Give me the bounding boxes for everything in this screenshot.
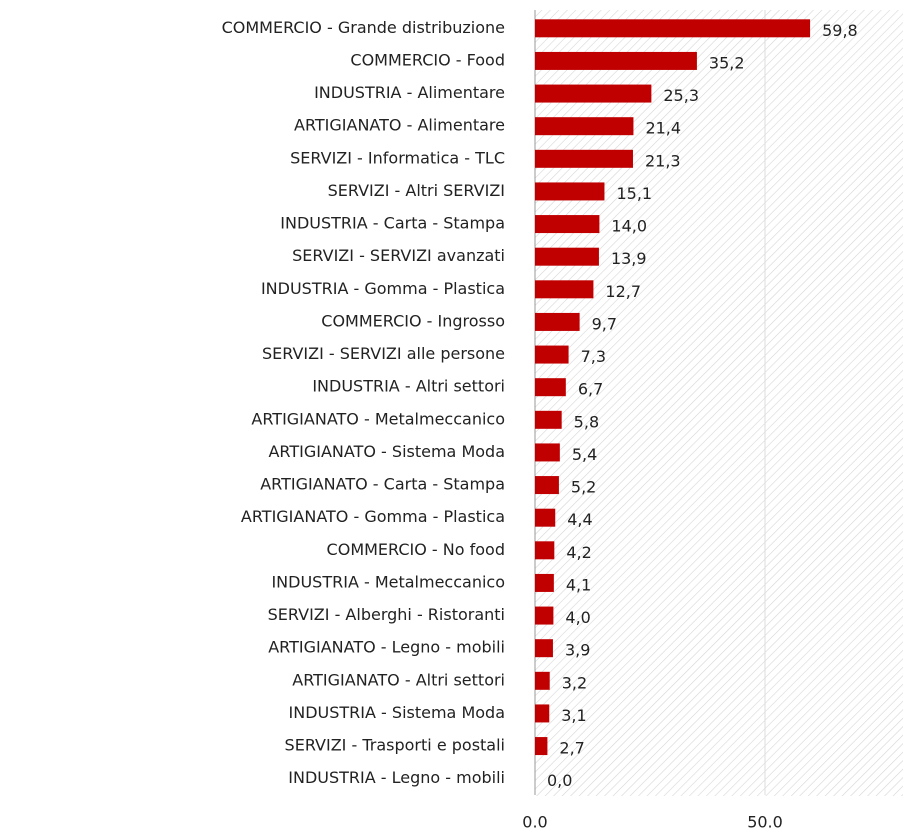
data-label: 5,2 — [571, 478, 596, 497]
y-tick-label: ARTIGIANATO - Gomma - Plastica — [241, 507, 505, 526]
y-tick-label: ARTIGIANATO - Legno - mobili — [268, 638, 505, 657]
y-tick-label: COMMERCIO - Food — [350, 50, 505, 69]
bar — [535, 19, 811, 38]
y-tick-label: INDUSTRIA - Legno - mobili — [288, 768, 505, 787]
bar — [535, 84, 652, 103]
y-tick-label: SERVIZI - Trasporti e postali — [285, 736, 505, 755]
y-tick-label: SERVIZI - SERVIZI alle persone — [262, 344, 505, 363]
data-label: 4,4 — [567, 510, 592, 529]
data-label: 21,4 — [645, 119, 681, 138]
bar — [535, 247, 599, 266]
y-tick-label: ARTIGIANATO - Altri settori — [292, 670, 505, 689]
bar — [535, 280, 594, 299]
y-tick-label: COMMERCIO - No food — [327, 540, 505, 559]
bar — [535, 508, 556, 527]
y-tick-label: COMMERCIO - Grande distribuzione — [222, 18, 505, 37]
data-label: 2,7 — [559, 739, 584, 758]
bar — [535, 737, 548, 756]
bar — [535, 117, 634, 136]
bar — [535, 443, 560, 462]
x-tick-label: 50.0 — [747, 813, 783, 832]
y-tick-label: INDUSTRIA - Gomma - Plastica — [261, 279, 505, 298]
data-label: 3,2 — [562, 673, 587, 692]
bar — [535, 410, 562, 429]
bar — [535, 215, 600, 234]
bar — [535, 476, 559, 495]
y-tick-label: ARTIGIANATO - Alimentare — [294, 116, 505, 135]
bar — [535, 345, 569, 364]
y-tick-label: SERVIZI - Informatica - TLC — [290, 148, 505, 167]
y-tick-label: INDUSTRIA - Carta - Stampa — [280, 214, 505, 233]
bar — [535, 671, 550, 690]
y-tick-label: SERVIZI - SERVIZI avanzati — [292, 246, 505, 265]
y-tick-label: ARTIGIANATO - Carta - Stampa — [260, 475, 505, 494]
data-label: 6,7 — [578, 380, 603, 399]
x-tick-label: 0.0 — [522, 813, 547, 832]
data-label: 9,7 — [592, 314, 617, 333]
data-label: 5,4 — [572, 445, 597, 464]
data-label: 35,2 — [709, 53, 745, 72]
bar — [535, 378, 566, 397]
bar — [535, 51, 697, 70]
data-label: 4,2 — [566, 543, 591, 562]
data-label: 15,1 — [616, 184, 652, 203]
data-label: 59,8 — [822, 21, 858, 40]
data-label: 13,9 — [611, 249, 647, 268]
data-label: 4,1 — [566, 575, 591, 594]
data-label: 3,1 — [561, 706, 586, 725]
bar — [535, 182, 605, 201]
y-tick-label: SERVIZI - Altri SERVIZI — [328, 181, 505, 200]
data-label: 21,3 — [645, 151, 681, 170]
y-tick-label: ARTIGIANATO - Metalmeccanico — [251, 409, 505, 428]
y-tick-label: INDUSTRIA - Sistema Moda — [289, 703, 505, 722]
data-label: 25,3 — [663, 86, 699, 105]
data-label: 12,7 — [605, 282, 641, 301]
bar — [535, 573, 554, 592]
y-tick-label: ARTIGIANATO - Sistema Moda — [268, 442, 505, 461]
bar — [535, 704, 550, 723]
y-tick-label: COMMERCIO - Ingrosso — [321, 311, 505, 330]
y-tick-label: INDUSTRIA - Altri settori — [312, 377, 505, 396]
data-label: 5,8 — [574, 412, 599, 431]
y-tick-label: SERVIZI - Alberghi - Ristoranti — [268, 605, 505, 624]
y-tick-label: INDUSTRIA - Alimentare — [314, 83, 505, 102]
data-label: 7,3 — [581, 347, 606, 366]
data-label: 4,0 — [565, 608, 590, 627]
plot-background — [535, 10, 903, 796]
data-label: 14,0 — [611, 217, 647, 236]
data-label: 0,0 — [547, 771, 572, 790]
bar — [535, 606, 554, 625]
y-tick-label: INDUSTRIA - Metalmeccanico — [271, 572, 505, 591]
bar — [535, 541, 555, 560]
bar — [535, 639, 553, 658]
bar — [535, 312, 580, 331]
bar — [535, 149, 633, 168]
data-label: 3,9 — [565, 641, 590, 660]
